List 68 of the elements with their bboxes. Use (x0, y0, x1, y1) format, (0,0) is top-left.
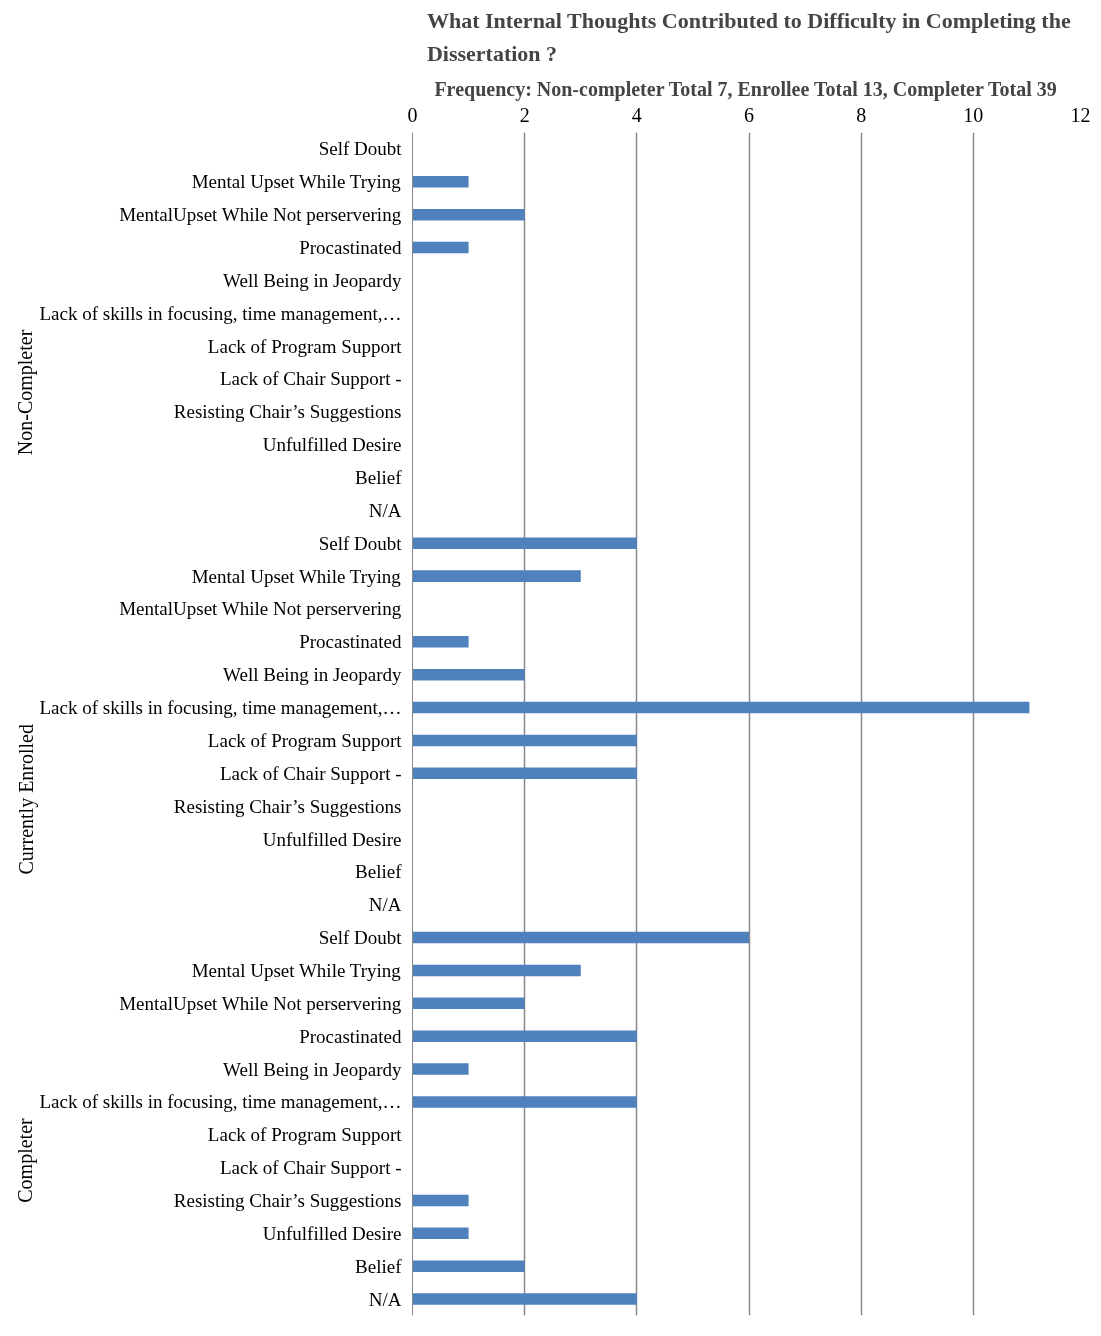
bar (412, 636, 469, 648)
bar (412, 767, 637, 780)
bar (412, 1227, 469, 1240)
bar (412, 1030, 637, 1042)
bar (412, 964, 581, 977)
y-tick-label: N/A (368, 1288, 402, 1310)
y-tick-label: Self Doubt (318, 532, 403, 554)
bar (412, 1063, 469, 1075)
y-tick-label: MentalUpset While Not perservering (119, 992, 402, 1014)
y-tick-label: Lack of Program Support (207, 335, 403, 357)
y-tick-label: Lack of skills in focusing, time management,… (39, 302, 402, 324)
y-tick-label: Mental Upset While Trying (191, 171, 402, 193)
y-tick-label: Procastinated (299, 1025, 402, 1047)
y-tick-label: MentalUpset While Not perservering (119, 598, 402, 620)
y-tick-label: Belief (355, 467, 403, 489)
bar (412, 1260, 525, 1272)
y-tick-label: Lack of Chair Support - (219, 368, 402, 390)
bar (412, 537, 637, 550)
y-tick-label: Belief (355, 861, 403, 883)
y-tick-label: Self Doubt (318, 927, 403, 949)
y-tick-label: Unfulfilled Desire (262, 1222, 402, 1244)
bar (412, 931, 749, 944)
x-tick-label: 2 (519, 103, 530, 126)
y-tick-label: Mental Upset While Trying (191, 565, 402, 587)
y-tick-label: Lack of skills in focusing, time management,… (39, 1091, 402, 1113)
y-tick-label: Resisting Chair’s Suggestions (173, 401, 402, 423)
y-tick-label: Lack of Chair Support - (219, 1157, 402, 1179)
x-tick-label: 10 (963, 103, 984, 126)
bar (412, 1293, 637, 1305)
y-tick-label: Procastinated (299, 237, 402, 259)
y-tick-label: N/A (368, 894, 402, 916)
x-tick-label: 4 (631, 103, 642, 126)
x-tick-label: 12 (1070, 103, 1091, 126)
bar (412, 668, 525, 681)
bar (412, 734, 637, 747)
bar (412, 241, 469, 254)
bar (412, 1096, 637, 1108)
y-tick-label: Mental Upset While Trying (191, 959, 402, 981)
bar (412, 997, 525, 1010)
y-tick-label: MentalUpset While Not perservering (119, 204, 402, 226)
bar (412, 1194, 469, 1207)
y-tick-label: Lack of Program Support (207, 1124, 403, 1146)
chart-title: What Internal Thoughts Contributed to Difficulty in Completing the Dissertation ? (426, 8, 1071, 66)
x-tick-label: 8 (856, 103, 867, 126)
y-tick-label: N/A (368, 499, 402, 521)
bar (412, 208, 525, 221)
x-tick-label: 0 (407, 103, 418, 126)
y-tick-label: Resisting Chair’s Suggestions (173, 1189, 402, 1211)
y-tick-label: Unfulfilled Desire (262, 434, 402, 456)
y-tick-label: Self Doubt (318, 138, 403, 160)
y-tick-label: Lack of Chair Support - (219, 762, 402, 784)
bar (412, 701, 1030, 714)
chart-subtitle: Frequency: Non-completer Total 7, Enrollee Total 13, Completer Total 39 (434, 77, 1057, 101)
x-tick-label: 6 (744, 103, 754, 126)
y-tick-label: Belief (355, 1255, 403, 1277)
text: Non-Completer (14, 329, 38, 456)
y-tick-label: Resisting Chair’s Suggestions (173, 795, 402, 817)
text: Completer (14, 1117, 38, 1203)
text: Currently Enrolled (14, 723, 38, 875)
y-tick-label: Unfulfilled Desire (262, 828, 402, 850)
bar (412, 570, 581, 582)
y-tick-label: Well Being in Jeopardy (223, 269, 402, 291)
y-tick-label: Well Being in Jeopardy (223, 664, 402, 686)
y-tick-label: Lack of skills in focusing, time management,… (39, 697, 402, 719)
bar (412, 176, 469, 188)
y-tick-label: Procastinated (299, 631, 402, 653)
y-tick-label: Well Being in Jeopardy (223, 1058, 402, 1080)
y-tick-label: Lack of Program Support (207, 729, 403, 751)
